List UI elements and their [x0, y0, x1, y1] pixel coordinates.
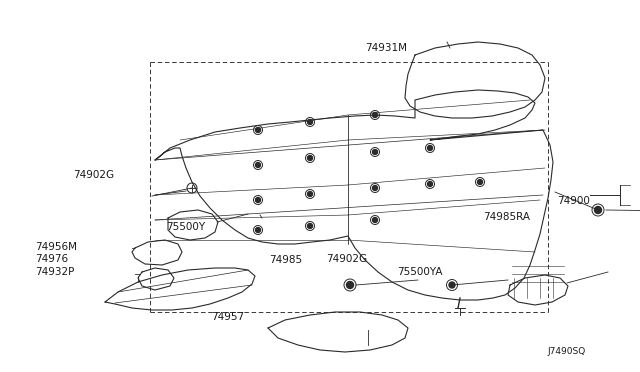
- Circle shape: [255, 228, 260, 232]
- Circle shape: [477, 180, 483, 185]
- Text: 74985: 74985: [269, 256, 302, 265]
- Circle shape: [428, 145, 433, 151]
- Circle shape: [307, 224, 312, 228]
- Circle shape: [255, 198, 260, 202]
- Circle shape: [255, 128, 260, 132]
- Circle shape: [428, 182, 433, 186]
- Circle shape: [346, 282, 353, 289]
- Circle shape: [307, 155, 312, 160]
- Circle shape: [372, 150, 378, 154]
- Circle shape: [595, 206, 602, 214]
- Circle shape: [372, 218, 378, 222]
- Text: 75500YA: 75500YA: [397, 267, 442, 276]
- Text: 75500Y: 75500Y: [166, 222, 205, 232]
- Text: 74902G: 74902G: [326, 254, 367, 263]
- Text: 74902G: 74902G: [74, 170, 115, 180]
- Text: 74956M: 74956M: [35, 243, 77, 252]
- Text: 74957: 74957: [211, 312, 244, 322]
- Circle shape: [307, 119, 312, 125]
- Circle shape: [307, 192, 312, 196]
- Text: 74900: 74900: [557, 196, 589, 206]
- Circle shape: [372, 186, 378, 190]
- Text: 74932P: 74932P: [35, 267, 75, 276]
- Text: 74976: 74976: [35, 254, 68, 263]
- Text: 74985RA: 74985RA: [483, 212, 530, 221]
- Circle shape: [449, 282, 455, 288]
- Circle shape: [255, 163, 260, 167]
- Circle shape: [372, 112, 378, 118]
- Text: J7490SQ: J7490SQ: [547, 347, 586, 356]
- Text: 74931M: 74931M: [365, 44, 407, 53]
